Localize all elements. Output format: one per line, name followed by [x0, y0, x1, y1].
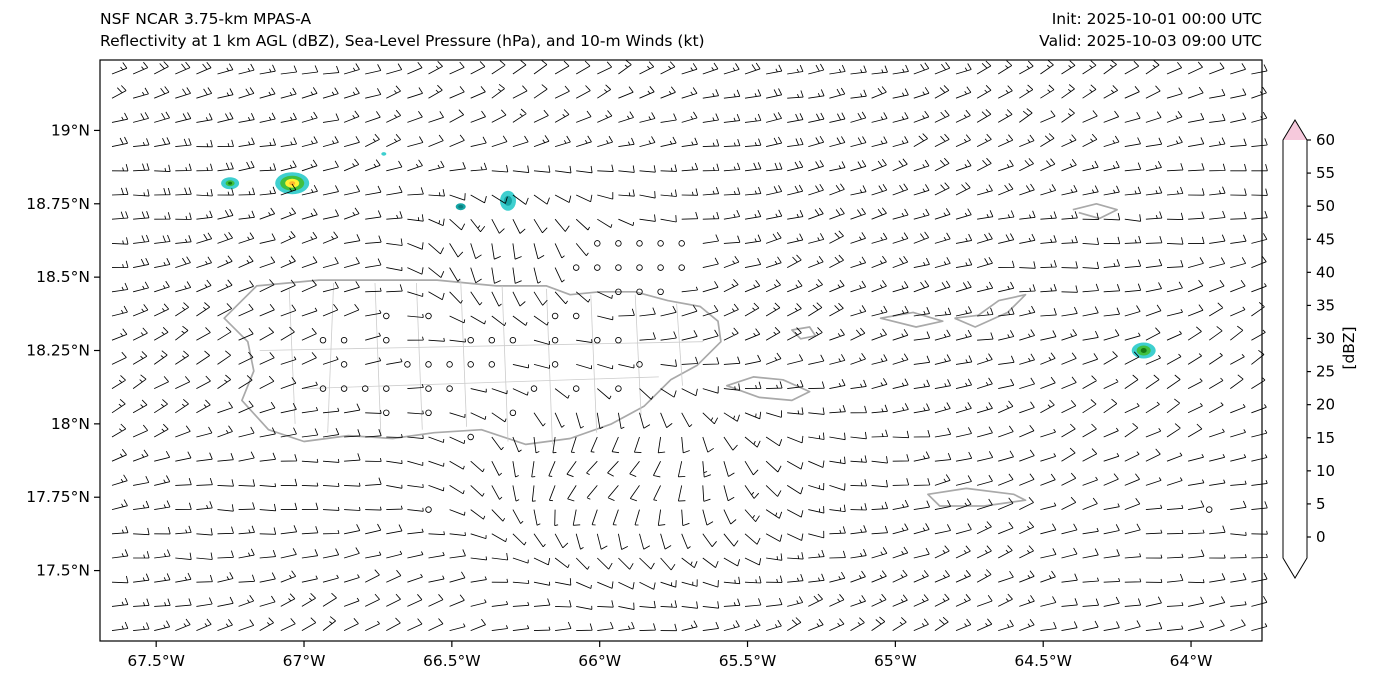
coastline-st-john-tortola: [954, 293, 1027, 328]
chart-time-block: Init: 2025-10-01 00:00 UTC Valid: 2025-1…: [1039, 8, 1262, 53]
colorbar-tick-label: 50: [1316, 197, 1335, 215]
x-tick-label: 64.5°W: [1014, 652, 1072, 670]
y-tick-label: 18°N: [51, 415, 90, 433]
x-tick-label: 64°W: [1170, 652, 1213, 670]
colorbar-tick-label: 55: [1316, 164, 1335, 182]
x-tick-label: 67.5°W: [127, 652, 185, 670]
coastline-vieques: [725, 376, 811, 402]
y-tick-label: 19°N: [51, 121, 90, 139]
colorbar-tick-label: 30: [1316, 330, 1335, 348]
x-tick-label: 66°W: [578, 652, 621, 670]
colorbar-tick-label: 20: [1316, 396, 1335, 414]
init-time: Init: 2025-10-01 00:00 UTC: [1051, 10, 1262, 28]
coastline-st-thomas: [879, 311, 944, 328]
plot-background: [100, 60, 1262, 641]
colorbar-tick-label: 25: [1316, 363, 1335, 381]
colorbar-tick-label: 5: [1316, 495, 1326, 513]
chart-title-block: NSF NCAR 3.75-km MPAS-A Reflectivity at …: [100, 8, 705, 53]
y-axis-ticks: 19°N 18.75°N 18.5°N 18.25°N 18°N 17.75°N 17.5°…: [26, 121, 100, 580]
coastline-st-croix: [927, 487, 1027, 507]
y-tick-label: 18.75°N: [26, 195, 90, 213]
colorbar-label: [dBZ]: [1340, 326, 1358, 369]
wind-barbs-layer: [111, 59, 1268, 632]
colorbar-tick-label: 15: [1316, 429, 1335, 447]
reflectivity-cell: [1131, 342, 1156, 359]
colorbar-tick-label: 45: [1316, 230, 1335, 248]
valid-time: Valid: 2025-10-03 09:00 UTC: [1039, 32, 1262, 51]
reflectivity-cell: [381, 152, 387, 156]
x-tick-label: 66.5°W: [423, 652, 481, 670]
reflectivity-cell: [500, 190, 516, 211]
colorbar-outline: [1282, 119, 1308, 579]
chart-subtitle: Reflectivity at 1 km AGL (dBZ), Sea-Leve…: [100, 32, 705, 51]
colorbar-tick-label: 40: [1316, 263, 1335, 281]
colorbar-tick-label: 60: [1316, 131, 1335, 149]
x-tick-label: 67°W: [283, 652, 326, 670]
x-tick-label: 65°W: [874, 652, 917, 670]
y-tick-label: 17.5°N: [36, 562, 90, 580]
coastline-puerto-rico: [223, 279, 722, 446]
x-tick-label: 65.5°W: [719, 652, 777, 670]
wind-barbs-path: [111, 59, 1268, 632]
calm-wind-circles: [319, 240, 1213, 513]
colorbar-tick-label: 35: [1316, 296, 1335, 314]
reflectivity-cell: [221, 177, 240, 190]
axes-layer: 67.5°W 67°W 66.5°W 66°W 65.5°W 65°W 64.5°W 64°W…: [26, 59, 1263, 670]
colorbar: 0 5 10 15 20 25 30 35 40 45 50 55 60 [dBZ]: [1282, 119, 1358, 579]
reflectivity-cell: [275, 172, 310, 195]
colorbar-tick-label: 10: [1316, 462, 1335, 480]
y-tick-label: 18.25°N: [26, 342, 90, 360]
y-tick-label: 17.75°N: [26, 488, 90, 506]
y-tick-label: 18.5°N: [36, 268, 90, 286]
chart-title: NSF NCAR 3.75-km MPAS-A: [100, 10, 312, 28]
coastline-layer: [223, 202, 1118, 507]
reflectivity-layer: [221, 152, 1156, 359]
coastline-anegada: [1072, 202, 1118, 220]
reflectivity-cell: [455, 203, 466, 211]
x-axis-ticks: 67.5°W 67°W 66.5°W 66°W 65.5°W 65°W 64.5°W 64°W: [127, 641, 1212, 670]
colorbar-ticks: 0 5 10 15 20 25 30 35 40 45 50 55 60: [1307, 131, 1335, 546]
colorbar-tick-label: 0: [1316, 528, 1326, 546]
